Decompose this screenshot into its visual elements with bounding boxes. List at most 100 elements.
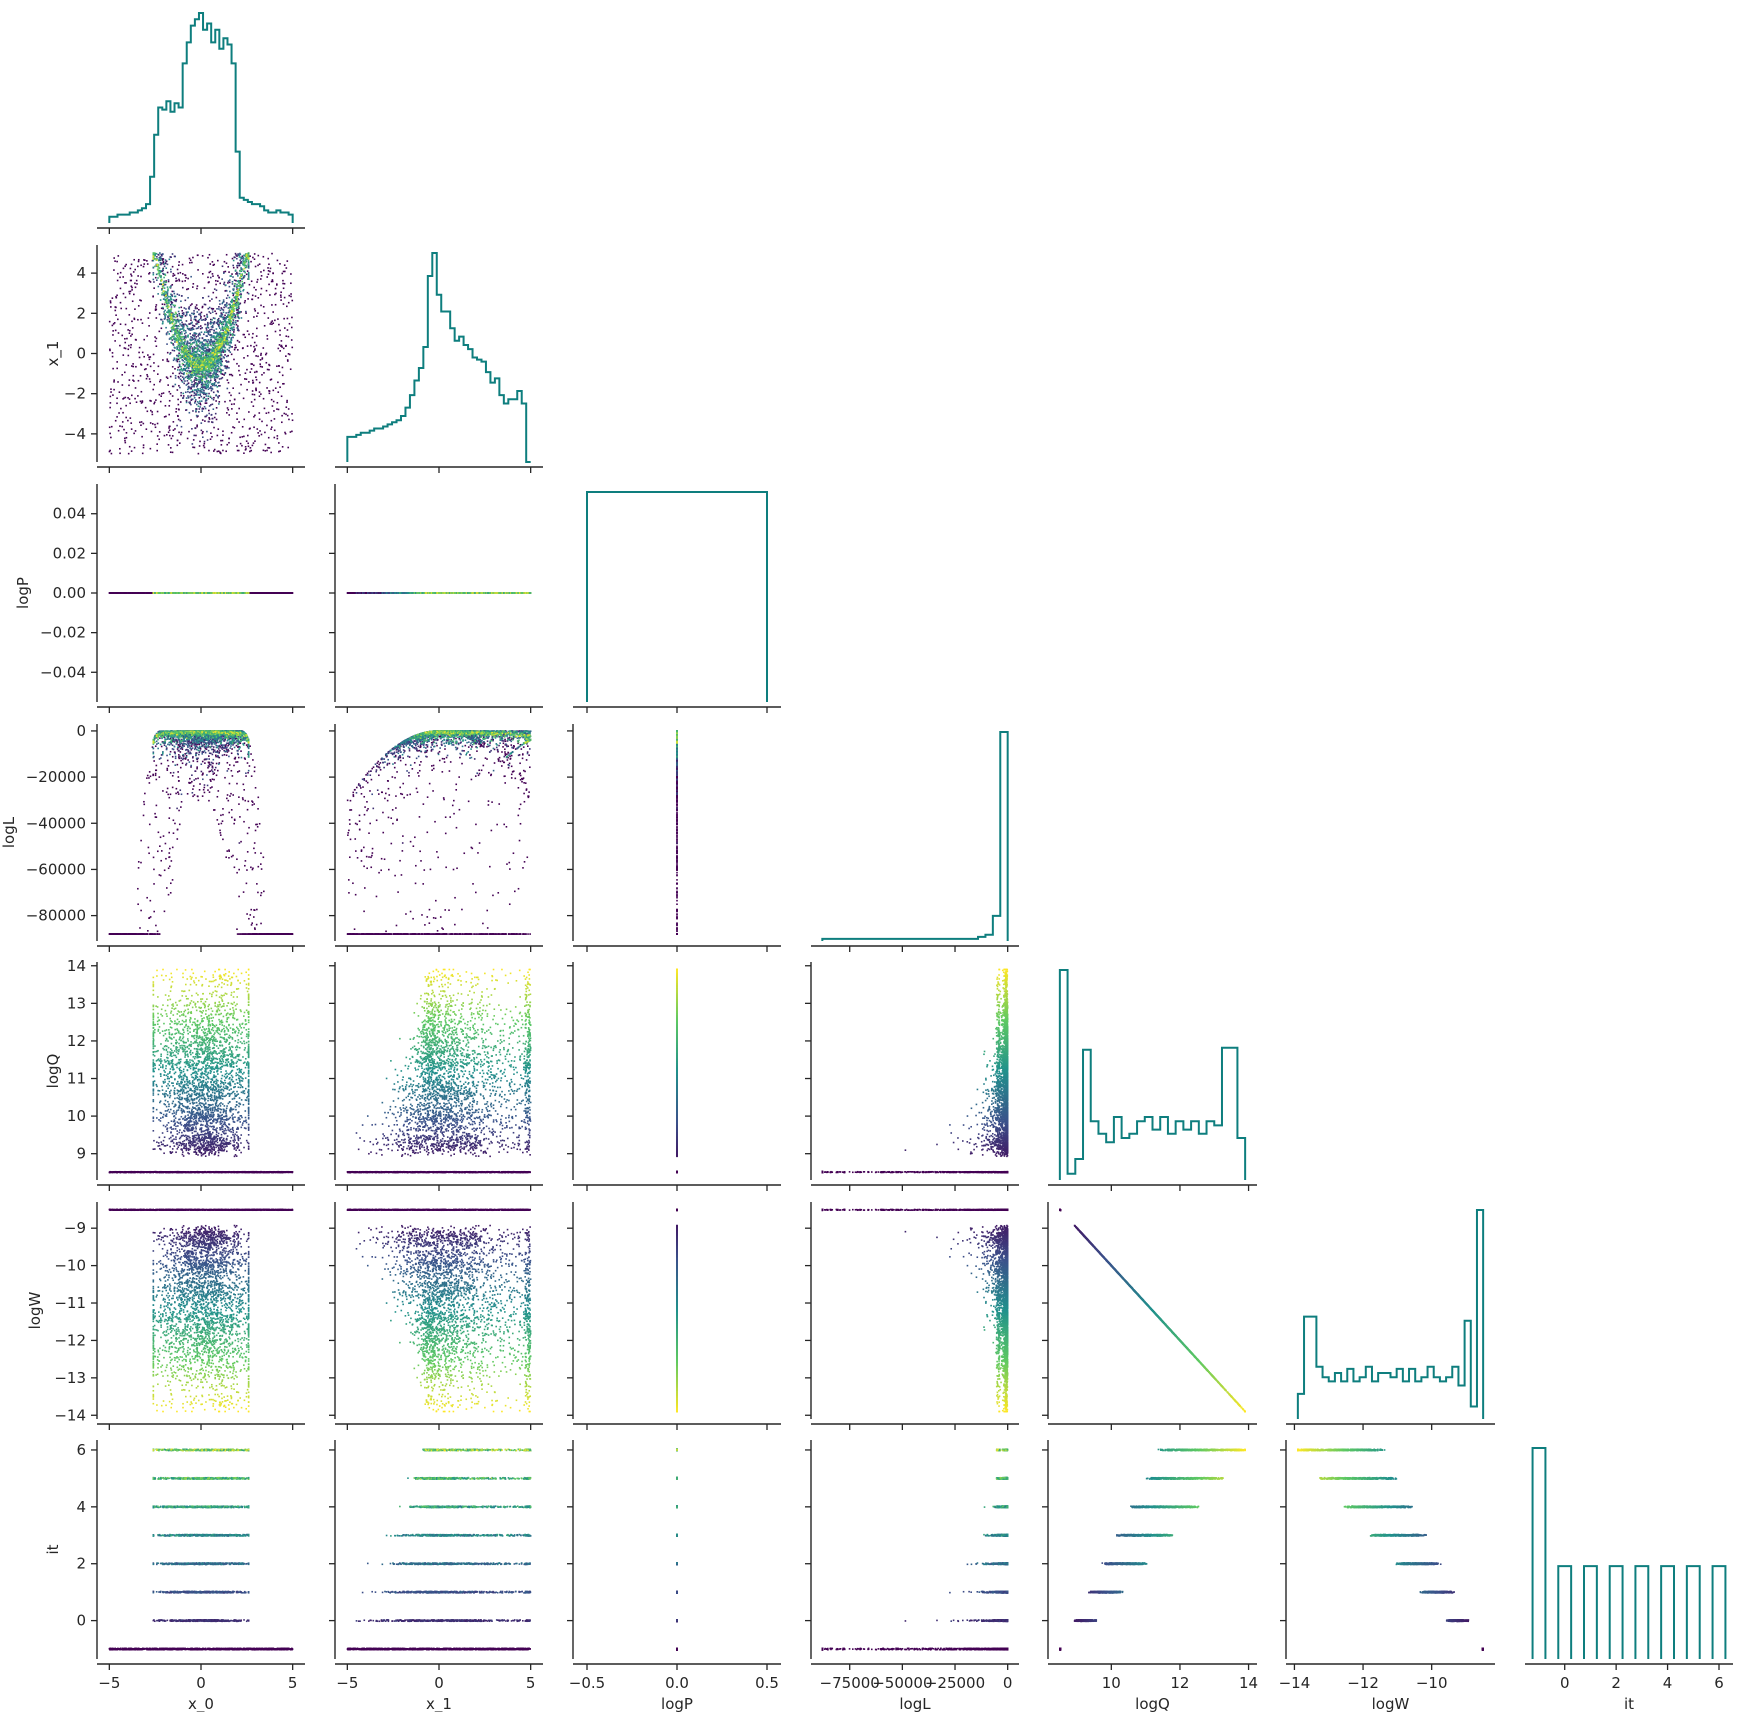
scatter-point bbox=[286, 267, 288, 269]
scatter-point bbox=[237, 325, 239, 327]
scatter-point bbox=[223, 374, 225, 376]
scatter-point bbox=[246, 273, 248, 275]
scatter-point bbox=[218, 401, 220, 403]
scatter-point bbox=[281, 421, 283, 423]
scatter-point bbox=[208, 282, 210, 284]
scatter-point bbox=[292, 419, 294, 421]
scatter-point bbox=[271, 320, 273, 322]
scatter-point bbox=[164, 435, 166, 437]
scatter-point bbox=[114, 260, 116, 262]
scatter-point bbox=[247, 298, 249, 300]
scatter-point bbox=[130, 422, 132, 424]
scatter-point bbox=[128, 385, 130, 387]
scatter-point bbox=[208, 410, 210, 412]
scatter-point bbox=[127, 397, 129, 399]
scatter-point bbox=[120, 302, 122, 304]
scatter-point bbox=[196, 308, 198, 310]
scatter-point bbox=[263, 256, 265, 258]
scatter-point bbox=[178, 408, 180, 410]
scatter-point bbox=[139, 422, 141, 424]
scatter-point bbox=[124, 347, 126, 349]
scatter-point bbox=[131, 395, 133, 397]
scatter-point bbox=[286, 400, 288, 402]
scatter-point bbox=[291, 300, 293, 302]
scatter-point bbox=[127, 348, 129, 350]
scatter-point bbox=[279, 386, 281, 388]
scatter-point bbox=[228, 414, 230, 416]
scatter-point bbox=[134, 447, 136, 449]
scatter-point bbox=[112, 334, 114, 336]
scatter-point bbox=[124, 265, 126, 267]
scatter-point bbox=[138, 305, 140, 307]
scatter-point bbox=[213, 450, 215, 452]
scatter-point bbox=[268, 284, 270, 286]
scatter-point bbox=[231, 403, 233, 405]
scatter-point bbox=[216, 297, 218, 299]
scatter-point bbox=[163, 392, 165, 394]
scatter-point bbox=[124, 372, 126, 374]
scatter-point bbox=[116, 295, 118, 297]
scatter-point bbox=[150, 366, 152, 368]
scatter-point bbox=[114, 340, 116, 342]
scatter-point bbox=[252, 333, 254, 335]
scatter-point bbox=[125, 364, 127, 366]
scatter-point bbox=[260, 271, 262, 273]
scatter-point bbox=[231, 354, 233, 356]
scatter-point bbox=[192, 446, 194, 448]
scatter-point bbox=[119, 448, 121, 450]
scatter-point bbox=[135, 287, 137, 289]
scatter-point bbox=[115, 296, 117, 298]
scatter-point bbox=[178, 404, 180, 406]
scatter-point bbox=[274, 294, 276, 296]
scatter-point bbox=[110, 391, 112, 393]
scatter-point bbox=[143, 447, 145, 449]
scatter-point bbox=[177, 269, 179, 271]
scatter-point bbox=[246, 378, 248, 380]
scatter-point bbox=[154, 336, 156, 338]
scatter-point bbox=[177, 389, 179, 391]
scatter-point bbox=[270, 452, 272, 454]
scatter-point bbox=[139, 347, 141, 349]
scatter-point bbox=[266, 450, 268, 452]
scatter-point bbox=[109, 433, 111, 435]
scatter-point bbox=[282, 446, 284, 448]
scatter-point bbox=[266, 362, 268, 364]
scatter-point bbox=[128, 314, 130, 316]
scatter-point bbox=[129, 446, 131, 448]
scatter-point bbox=[120, 408, 122, 410]
scatter-point bbox=[274, 437, 276, 439]
scatter-point bbox=[109, 426, 111, 428]
scatter-point bbox=[287, 447, 289, 449]
scatter-point bbox=[148, 317, 150, 319]
scatter-point bbox=[140, 319, 142, 321]
scatter-point bbox=[194, 447, 196, 449]
scatter-point bbox=[172, 452, 174, 454]
scatter-point bbox=[187, 438, 189, 440]
scatter-point bbox=[137, 266, 139, 268]
scatter-point bbox=[146, 335, 148, 337]
scatter-point bbox=[134, 398, 136, 400]
scatter-point bbox=[213, 397, 215, 399]
scatter-point bbox=[271, 323, 273, 325]
scatter-point bbox=[224, 354, 226, 356]
scatter-point bbox=[260, 393, 262, 395]
scatter-point bbox=[146, 378, 148, 380]
scatter-point bbox=[263, 306, 265, 308]
scatter-point bbox=[257, 432, 259, 434]
scatter-point bbox=[125, 442, 127, 444]
scatter-point bbox=[257, 265, 259, 267]
scatter-point bbox=[198, 453, 200, 455]
scatter-point bbox=[140, 401, 142, 403]
scatter-point bbox=[130, 268, 132, 270]
scatter-point bbox=[231, 273, 233, 275]
scatter-point bbox=[177, 367, 179, 369]
scatter-point bbox=[123, 429, 125, 431]
scatter-point bbox=[234, 427, 236, 429]
scatter-point bbox=[246, 440, 248, 442]
scatter-point bbox=[258, 297, 260, 299]
scatter-point bbox=[269, 447, 271, 449]
scatter-point bbox=[228, 382, 230, 384]
scatter-point bbox=[135, 387, 137, 389]
scatter-point bbox=[117, 319, 119, 321]
scatter-point bbox=[225, 271, 227, 273]
